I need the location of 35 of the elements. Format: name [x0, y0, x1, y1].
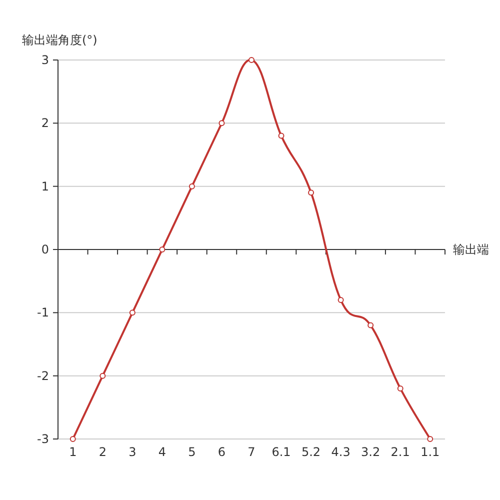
- x-tick-label: 1.1: [420, 445, 440, 459]
- y-tick-label: -1: [37, 306, 49, 320]
- y-tick-label: 0: [41, 242, 49, 256]
- point: [427, 436, 434, 442]
- point: [100, 372, 106, 379]
- point: [218, 120, 225, 126]
- point: [188, 183, 195, 190]
- y-tick-label: 1: [41, 179, 49, 194]
- x-tick-label: 4.3: [331, 445, 350, 459]
- point: [278, 132, 284, 139]
- point: [368, 322, 374, 328]
- y-tick-label: 3: [41, 53, 49, 67]
- y-tick-label: -3: [37, 432, 49, 446]
- x-tick-label: 6.1: [272, 445, 291, 459]
- x-tick-label: 7: [248, 445, 256, 459]
- x-tick-label: 5.2: [301, 445, 321, 459]
- point: [308, 190, 314, 196]
- point: [248, 57, 254, 63]
- y-tick-label: -2: [37, 368, 49, 383]
- x-tick-label: 2: [98, 445, 106, 459]
- y-axis-title: 输出端角度(°): [22, 33, 98, 47]
- x-tick-label: 4: [158, 445, 166, 459]
- point: [397, 385, 404, 392]
- x-tick-label: 3: [128, 445, 136, 459]
- x-axis-title: 输出端: [453, 242, 489, 256]
- x-tick-label: 1: [69, 445, 77, 459]
- point: [159, 246, 166, 252]
- x-tick-label: 5: [188, 445, 196, 459]
- x-tick-label: 6: [218, 445, 226, 459]
- point: [70, 436, 76, 442]
- point: [129, 310, 136, 316]
- y-tick-label: 2: [41, 116, 49, 130]
- point: [338, 297, 344, 304]
- x-tick-label: 2.1: [390, 445, 410, 459]
- x-tick-label: 3.2: [361, 445, 380, 459]
